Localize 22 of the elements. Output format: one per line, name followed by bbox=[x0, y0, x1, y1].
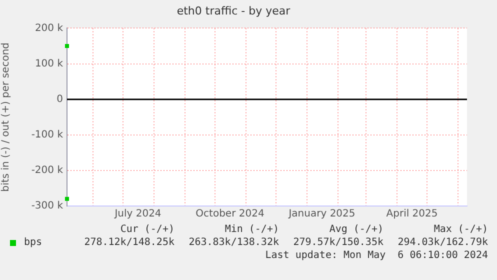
x-tick-label: July 2024 bbox=[114, 208, 162, 220]
text: Cur (-/+) bbox=[119, 224, 174, 235]
text: Avg (-/+) bbox=[328, 224, 384, 235]
y-tick-label: 100 k bbox=[34, 58, 64, 70]
y-tick-label: 0 bbox=[56, 94, 63, 105]
y-tick-label: -300 k bbox=[31, 200, 64, 212]
text: Max (-/+) bbox=[432, 224, 488, 235]
y-tick-label: -100 k bbox=[31, 129, 64, 140]
x-tick-label: January 2025 bbox=[288, 208, 356, 220]
x-tick-label: October 2024 bbox=[196, 208, 264, 220]
y-tick-label: 200 k bbox=[34, 22, 64, 34]
text: 294.03k/162.79k bbox=[396, 237, 488, 248]
chart-title: eth0 traffic - by year bbox=[176, 4, 291, 18]
text: 278.12k/148.25k bbox=[83, 237, 174, 248]
x-tick-label: April 2025 bbox=[386, 208, 438, 220]
text: Min (-/+) bbox=[224, 224, 279, 235]
legend-label: bps bbox=[24, 237, 42, 248]
text: Last update: Mon May 6 06:10:00 2024 bbox=[264, 250, 488, 261]
text: 263.83k/138.32k bbox=[188, 237, 279, 248]
y-axis-title: bits in (-) / out (+) per second bbox=[0, 42, 12, 192]
y-tick-label: -200 k bbox=[31, 165, 64, 176]
text: 279.57k/150.35k bbox=[292, 237, 384, 248]
